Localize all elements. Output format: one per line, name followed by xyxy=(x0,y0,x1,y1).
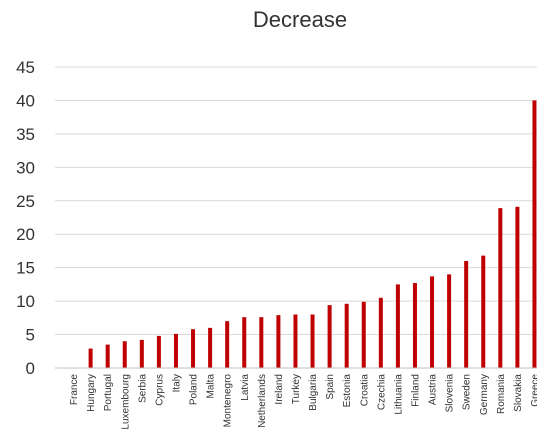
y-tick-label: 45 xyxy=(16,58,35,77)
bar-slovakia xyxy=(515,206,520,368)
x-tick-label: Estonia xyxy=(342,374,353,408)
bar-greece xyxy=(532,100,537,368)
bar-cyprus xyxy=(156,335,161,368)
x-axis-ticks: France Hungary Portugal Luxembourg Serbia Cyp… xyxy=(69,374,537,430)
bar-luxembourg xyxy=(122,341,127,368)
y-tick-label: 35 xyxy=(16,125,35,144)
bar-sweden xyxy=(464,260,469,368)
y-tick-label: 30 xyxy=(16,158,35,177)
x-tick-label: Hungary xyxy=(86,374,97,412)
y-tick-label: 15 xyxy=(16,259,35,278)
x-tick-label: Sweden xyxy=(462,374,473,410)
bar-finland xyxy=(412,283,417,368)
bar-latvia xyxy=(242,317,247,368)
bar-italy xyxy=(173,333,178,368)
bars xyxy=(88,100,537,368)
x-tick-label: Austria xyxy=(428,374,439,406)
x-tick-label: Portugal xyxy=(103,374,114,411)
x-tick-label: Bulgaria xyxy=(308,374,319,411)
y-tick-label: 0 xyxy=(26,359,35,378)
x-tick-label: Greece xyxy=(530,374,537,407)
x-tick-label: Latvia xyxy=(240,374,251,401)
y-tick-label: 10 xyxy=(16,292,35,311)
x-tick-label: Montenegro xyxy=(223,374,234,428)
bar-portugal xyxy=(105,344,110,368)
bar-croatia xyxy=(361,301,366,368)
x-tick-label: Czechia xyxy=(376,374,387,411)
y-tick-label: 5 xyxy=(26,326,35,345)
bar-austria xyxy=(430,276,435,368)
x-tick-label: Germany xyxy=(479,374,490,415)
bar-turkey xyxy=(293,314,298,368)
x-tick-label: Lithuania xyxy=(393,374,404,415)
bar-germany xyxy=(481,255,486,368)
x-tick-label: Finland xyxy=(410,374,421,407)
bar-hungary xyxy=(88,348,93,368)
x-tick-label: Slovakia xyxy=(513,374,524,412)
y-tick-label: 20 xyxy=(16,225,35,244)
bar-lithuania xyxy=(395,284,400,368)
y-tick-label: 40 xyxy=(16,91,35,110)
x-tick-label: Croatia xyxy=(359,374,370,407)
bar-estonia xyxy=(344,303,349,368)
bar-poland xyxy=(191,329,196,368)
x-tick-label: Luxembourg xyxy=(120,374,131,430)
bar-romania xyxy=(498,208,503,368)
bar-netherlands xyxy=(259,317,264,368)
x-tick-label: Romania xyxy=(496,374,507,414)
x-tick-label: Serbia xyxy=(137,374,148,403)
x-tick-label: Poland xyxy=(189,374,200,405)
bar-czechia xyxy=(378,297,383,368)
y-axis-ticks: 0 5 10 15 20 25 30 35 40 45 xyxy=(16,58,35,378)
bar-malta xyxy=(208,327,213,368)
bar-spain xyxy=(327,305,332,368)
x-tick-label: Slovenia xyxy=(445,374,456,413)
y-tick-label: 25 xyxy=(16,192,35,211)
bar-montenegro xyxy=(225,321,230,368)
x-tick-label: Ireland xyxy=(274,374,285,405)
x-tick-label: Turkey xyxy=(291,374,302,404)
bar-serbia xyxy=(139,339,144,368)
gridlines xyxy=(55,66,537,336)
x-tick-label: Italy xyxy=(171,374,182,392)
x-tick-label: Spain xyxy=(325,374,336,400)
x-tick-label: Netherlands xyxy=(257,374,268,428)
bar-slovenia xyxy=(447,274,452,368)
bar-bulgaria xyxy=(310,314,315,368)
x-tick-label: France xyxy=(69,374,80,406)
x-tick-label: Malta xyxy=(206,374,217,399)
x-tick-label: Cyprus xyxy=(154,374,165,406)
bar-ireland xyxy=(276,315,281,368)
chart-title: Decrease xyxy=(253,7,347,32)
